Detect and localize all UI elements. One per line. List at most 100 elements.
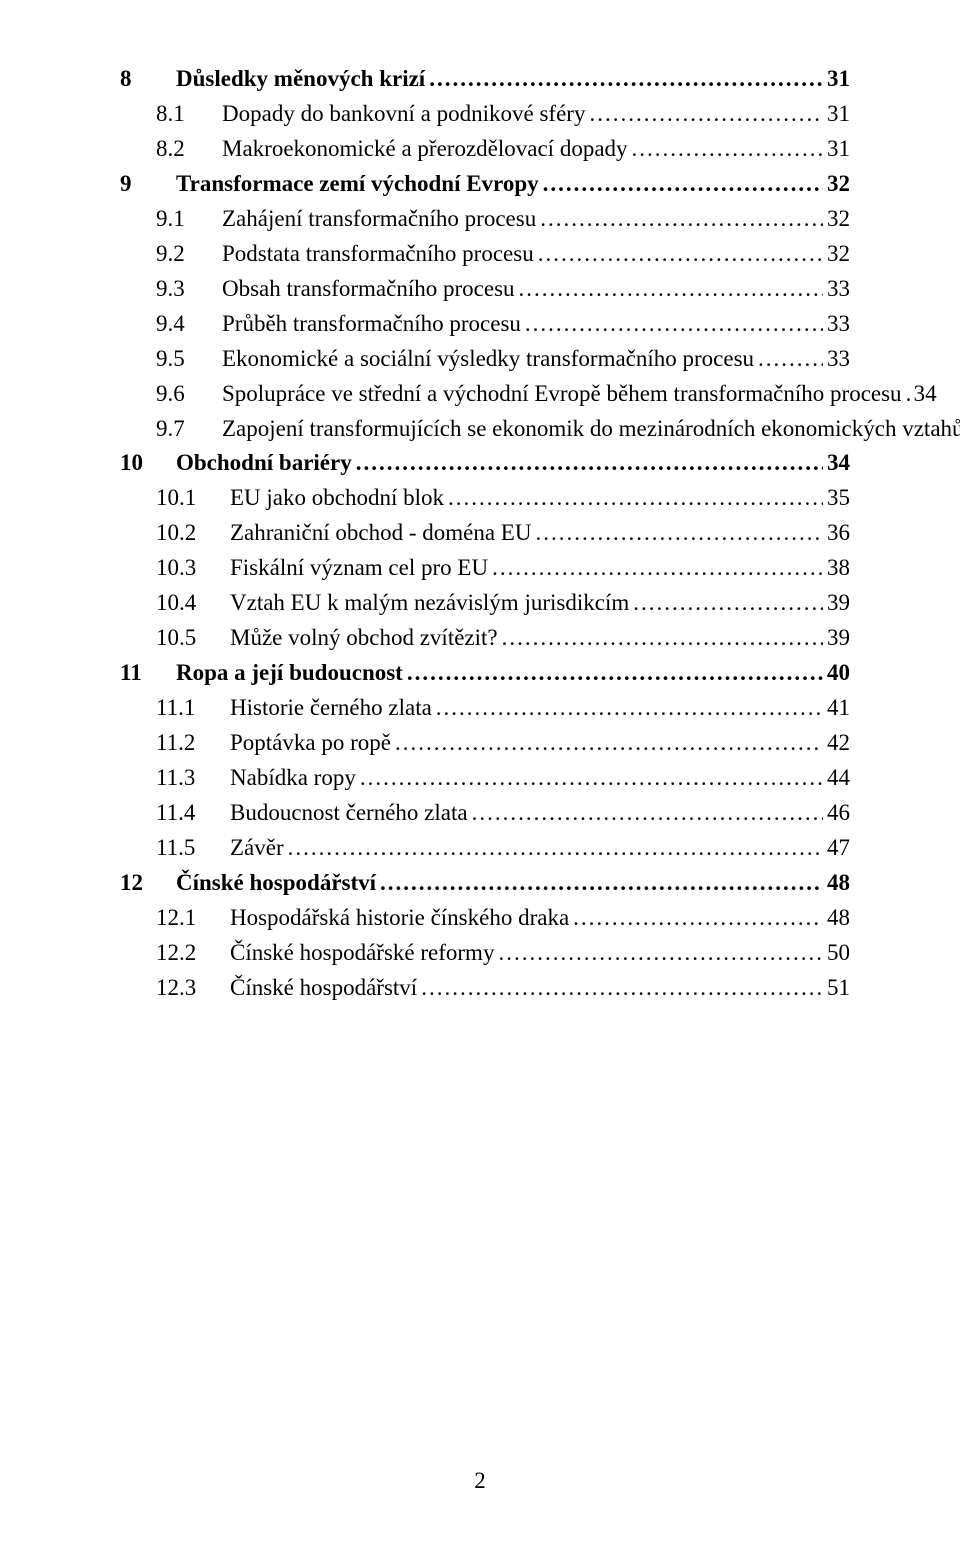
toc-entry-title: Důsledky měnových krizí [176,62,425,97]
toc-entry-number: 8.1 [120,97,222,132]
toc-entry: 11.3Nabídka ropy 44 [120,761,850,796]
toc-entry-page: 32 [823,167,850,202]
toc-entry-title: Makroekonomické a přerozdělovací dopady [222,132,628,167]
toc-entry-title: Transformace zemí východní Evropy [176,167,539,202]
toc-entry-title: Budoucnost černého zlata [230,796,468,831]
toc-entry-number: 11.1 [120,691,230,726]
toc-entry: 9Transformace zemí východní Evropy 32 [120,167,850,202]
toc-entry-title: Zahraniční obchod - doména EU [230,516,531,551]
toc-leader-dots [488,551,823,586]
toc-entry-number: 9.7 [120,412,222,447]
toc-entry-title: EU jako obchodní blok [230,481,444,516]
toc-entry-page: 40 [823,656,850,691]
toc-entry: 12.2Čínské hospodářské reformy50 [120,936,850,971]
toc-entry-title: Poptávka po ropě [230,726,391,761]
toc-leader-dots [536,202,823,237]
toc-entry-page: 46 [823,796,850,831]
toc-entry-number: 11.2 [120,726,230,761]
toc-entry-title: Ropa a její budoucnost [176,656,403,691]
toc-entry-title: Zahájení transformačního procesu [222,202,536,237]
toc-entry-number: 9.1 [120,202,222,237]
toc-entry: 9.1Zahájení transformačního procesu32 [120,202,850,237]
toc-entry-number: 10.4 [120,586,230,621]
toc-entry-page: 31 [823,62,850,97]
toc-leader-dots [531,516,823,551]
toc-entry-title: Obsah transformačního procesu [222,272,515,307]
toc-entry: 9.2Podstata transformačního procesu 32 [120,237,850,272]
toc-entry-number: 11.3 [120,761,230,796]
toc-entry-title: Čínské hospodářské reformy [230,936,494,971]
toc-entry: 12.1Hospodářská historie čínského draka4… [120,901,850,936]
toc-entry: 11.1Historie černého zlata41 [120,691,850,726]
toc-entry-page: 51 [823,971,850,1006]
toc-leader-dots [515,272,823,307]
toc-leader-dots [629,586,823,621]
toc-entry-title: Průběh transformačního procesu [222,307,521,342]
toc-leader-dots [534,237,823,272]
toc-entry-title: Ekonomické a sociální výsledky transform… [222,342,754,377]
toc-entry-title: Podstata transformačního procesu [222,237,534,272]
toc-entry: 8Důsledky měnových krizí31 [120,62,850,97]
toc-entry: 8.2Makroekonomické a přerozdělovací dopa… [120,132,850,167]
toc-leader-dots [569,901,823,936]
toc-entry: 11Ropa a její budoucnost40 [120,656,850,691]
toc-entry: 11.2Poptávka po ropě 42 [120,726,850,761]
toc-entry-page: 47 [823,831,850,866]
toc-entry-number: 12.3 [120,971,230,1006]
toc-entry-page: 32 [823,237,850,272]
toc-entry: 12.3Čínské hospodářství51 [120,971,850,1006]
toc-entry: 12Čínské hospodářství48 [120,866,850,901]
toc-leader-dots [468,796,823,831]
toc-entry-title: Obchodní bariéry [176,446,352,481]
toc-entry: 9.4Průběh transformačního procesu 33 [120,307,850,342]
toc-entry-number: 10 [120,446,176,481]
toc-entry-title: Hospodářská historie čínského draka [230,901,569,936]
toc-entry-page: 35 [823,481,850,516]
toc-leader-dots [425,62,823,97]
toc-entry-number: 9 [120,167,176,202]
toc-entry-title: Zapojení transformujících se ekonomik do… [222,412,960,447]
toc-entry: 10.5Může volný obchod zvítězit? 39 [120,621,850,656]
toc-entry-page: 34 [823,446,850,481]
toc-entry-page: 42 [823,726,850,761]
document-page: 8Důsledky měnových krizí318.1Dopady do b… [0,0,960,1550]
table-of-contents: 8Důsledky měnových krizí318.1Dopady do b… [120,62,850,1006]
toc-entry-page: 31 [823,132,850,167]
toc-entry-title: Historie černého zlata [230,691,432,726]
toc-entry: 10.3Fiskální význam cel pro EU38 [120,551,850,586]
toc-entry-page: 39 [823,621,850,656]
toc-leader-dots [352,446,823,481]
toc-entry-number: 9.2 [120,237,222,272]
toc-entry-title: Čínské hospodářství [176,866,376,901]
toc-leader-dots [417,971,823,1006]
toc-entry-title: Fiskální význam cel pro EU [230,551,488,586]
toc-entry-number: 8.2 [120,132,222,167]
toc-entry: 9.7Zapojení transformujících se ekonomik… [120,412,850,447]
toc-entry-page: 48 [823,901,850,936]
toc-entry-page: 33 [823,307,850,342]
toc-entry-number: 9.4 [120,307,222,342]
toc-entry: 10.2Zahraniční obchod - doména EU36 [120,516,850,551]
toc-entry-number: 9.3 [120,272,222,307]
toc-entry-number: 12.2 [120,936,230,971]
toc-entry: 11.4Budoucnost černého zlata46 [120,796,850,831]
toc-entry-number: 9.6 [120,377,222,412]
toc-entry-page: 33 [823,342,850,377]
toc-entry-number: 11.5 [120,831,230,866]
toc-entry: 9.5Ekonomické a sociální výsledky transf… [120,342,850,377]
toc-entry-title: Nabídka ropy [230,761,356,796]
toc-entry: 9.6Spolupráce ve střední a východní Evro… [120,377,850,412]
toc-entry: 10.4Vztah EU k malým nezávislým jurisdik… [120,586,850,621]
toc-entry-number: 12 [120,866,176,901]
toc-entry: 8.1Dopady do bankovní a podnikové sféry3… [120,97,850,132]
toc-entry-page: 44 [823,761,850,796]
toc-entry-number: 10.5 [120,621,230,656]
toc-entry-title: Závěr [230,831,284,866]
toc-entry: 10Obchodní bariéry 34 [120,446,850,481]
toc-entry-title: Může volný obchod zvítězit? [230,621,498,656]
toc-leader-dots [498,621,823,656]
toc-leader-dots [754,342,823,377]
toc-leader-dots [432,691,823,726]
toc-leader-dots [444,481,823,516]
toc-leader-dots [356,761,823,796]
